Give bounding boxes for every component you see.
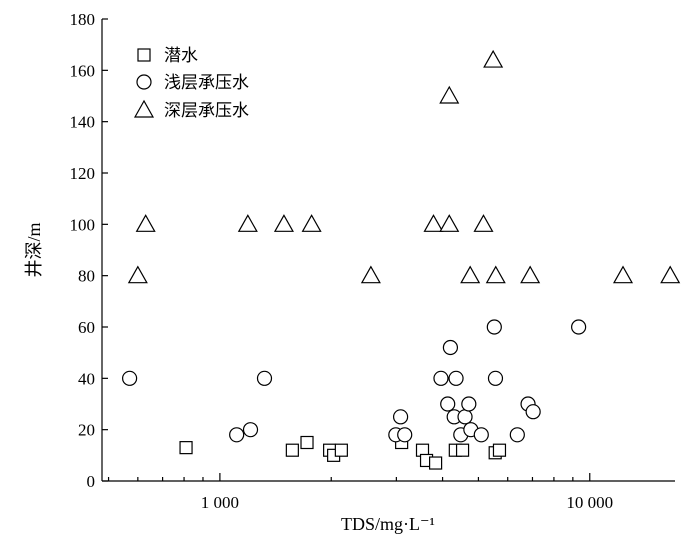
circle-data-point [442, 339, 459, 356]
circle-data-point [509, 427, 525, 443]
triangle-data-point [520, 265, 541, 284]
circle-data-point [256, 370, 273, 386]
triangle-data-point [127, 265, 148, 284]
y-tick-label: 120 [70, 164, 96, 183]
circle-data-point [397, 427, 413, 443]
square-data-point [285, 443, 299, 457]
circle-data-point [122, 370, 138, 386]
triangle-data-point [360, 265, 381, 284]
square-data-point [429, 456, 443, 470]
y-tick-label: 160 [70, 61, 96, 80]
y-ticks: 0 20 40 60 80 100 120 140 160 180 [70, 10, 108, 491]
circle-data-point [473, 427, 489, 443]
circle-data-point [571, 319, 587, 335]
triangle-data-point [273, 214, 294, 232]
circle-data-point [440, 396, 456, 412]
y-tick-label: 100 [70, 215, 96, 234]
triangle-data-point [423, 214, 444, 232]
triangle-data-point [439, 85, 460, 104]
y-axis-title: 井深/m [24, 222, 44, 277]
legend-label: 潜水 [164, 46, 198, 66]
triangle-data-point [439, 214, 460, 232]
triangle-data-point [301, 214, 322, 232]
triangle-data-point [485, 265, 506, 284]
triangle-data-point [237, 214, 258, 232]
legend-square-marker [137, 48, 151, 62]
circle-data-point [448, 370, 464, 386]
square-data-point [334, 443, 348, 457]
triangle-data-point [473, 214, 494, 232]
y-tick-label: 0 [87, 472, 96, 491]
square-data-point [179, 441, 193, 455]
y-tick-label: 140 [70, 113, 96, 132]
triangle-data-point [660, 265, 681, 284]
axes [101, 19, 675, 482]
triangle-data-point [135, 214, 156, 232]
square-data-point [300, 435, 314, 450]
x-tick-label: 10 000 [566, 493, 613, 512]
legend-triangle-marker [133, 99, 155, 118]
y-tick-label: 80 [78, 267, 95, 286]
x-ticks: 1 000 10 000 [107, 473, 613, 512]
legend-circle-marker [136, 74, 152, 90]
circle-data-point [392, 409, 409, 425]
y-tick-label: 60 [78, 318, 95, 337]
y-tick-label: 180 [70, 10, 96, 29]
circle-data-point [525, 404, 541, 420]
triangle-data-point [612, 265, 634, 284]
circle-data-point [486, 319, 502, 335]
y-tick-label: 40 [78, 369, 95, 388]
legend-label: 浅层承压水 [164, 73, 249, 93]
circle-data-point [433, 370, 449, 386]
triangle-data-point [460, 265, 481, 284]
y-tick-label: 20 [78, 421, 95, 440]
circle-data-point [229, 427, 245, 443]
legend-label: 深层承压水 [164, 101, 249, 121]
data-points [122, 49, 681, 470]
square-data-point [455, 443, 470, 457]
circle-data-point [461, 396, 477, 412]
x-axis-title: TDS/mg·L⁻¹ [341, 514, 435, 534]
square-data-point [492, 443, 507, 457]
circle-data-point [457, 409, 473, 425]
circle-data-point [242, 422, 259, 438]
circle-data-point [487, 370, 504, 386]
triangle-data-point [483, 49, 504, 68]
x-tick-label: 1 000 [201, 493, 239, 512]
